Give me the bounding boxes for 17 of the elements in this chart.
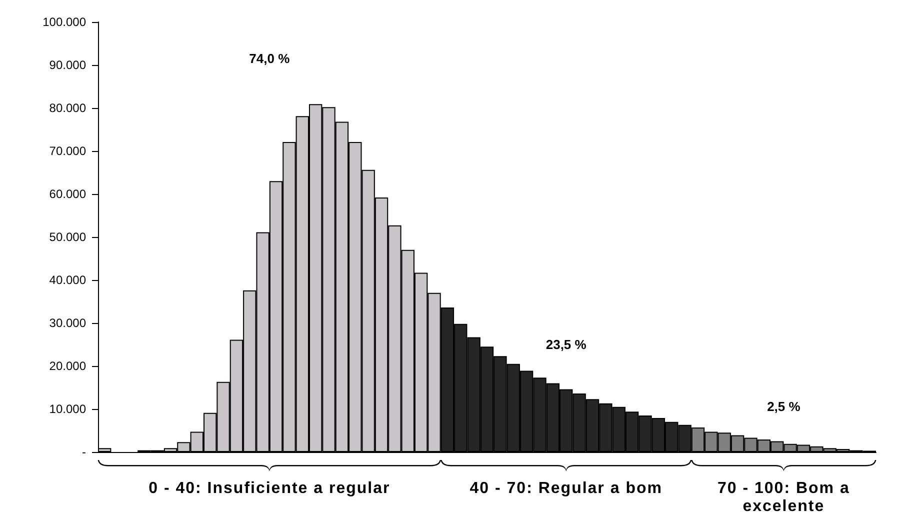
y-tick-label: 100.000 [42, 15, 86, 29]
annotation: 74,0 % [248, 50, 291, 67]
annotation: 23,5 % [544, 336, 588, 352]
annotation: 2,5 % [766, 398, 802, 415]
y-tick-label: 40.000 [49, 273, 86, 287]
y-tick-label: 30.000 [49, 316, 86, 330]
text: 40 - 70: Regular a bom [468, 480, 664, 498]
y-tick-label: 50.000 [49, 230, 86, 244]
y-tick-label: 20.000 [49, 359, 86, 373]
y-tick-label: 90.000 [49, 58, 86, 72]
y-tick-label: - [82, 445, 86, 459]
y-tick-label: 70.000 [49, 144, 86, 158]
y-tick-label: 10.000 [49, 402, 86, 416]
y-tick-label: 80.000 [49, 101, 86, 115]
text: 0 - 40: Insuficiente a regular [148, 480, 392, 498]
y-tick-label: 60.000 [49, 187, 86, 201]
text: 70 - 100: Bom a excelente [716, 480, 851, 516]
